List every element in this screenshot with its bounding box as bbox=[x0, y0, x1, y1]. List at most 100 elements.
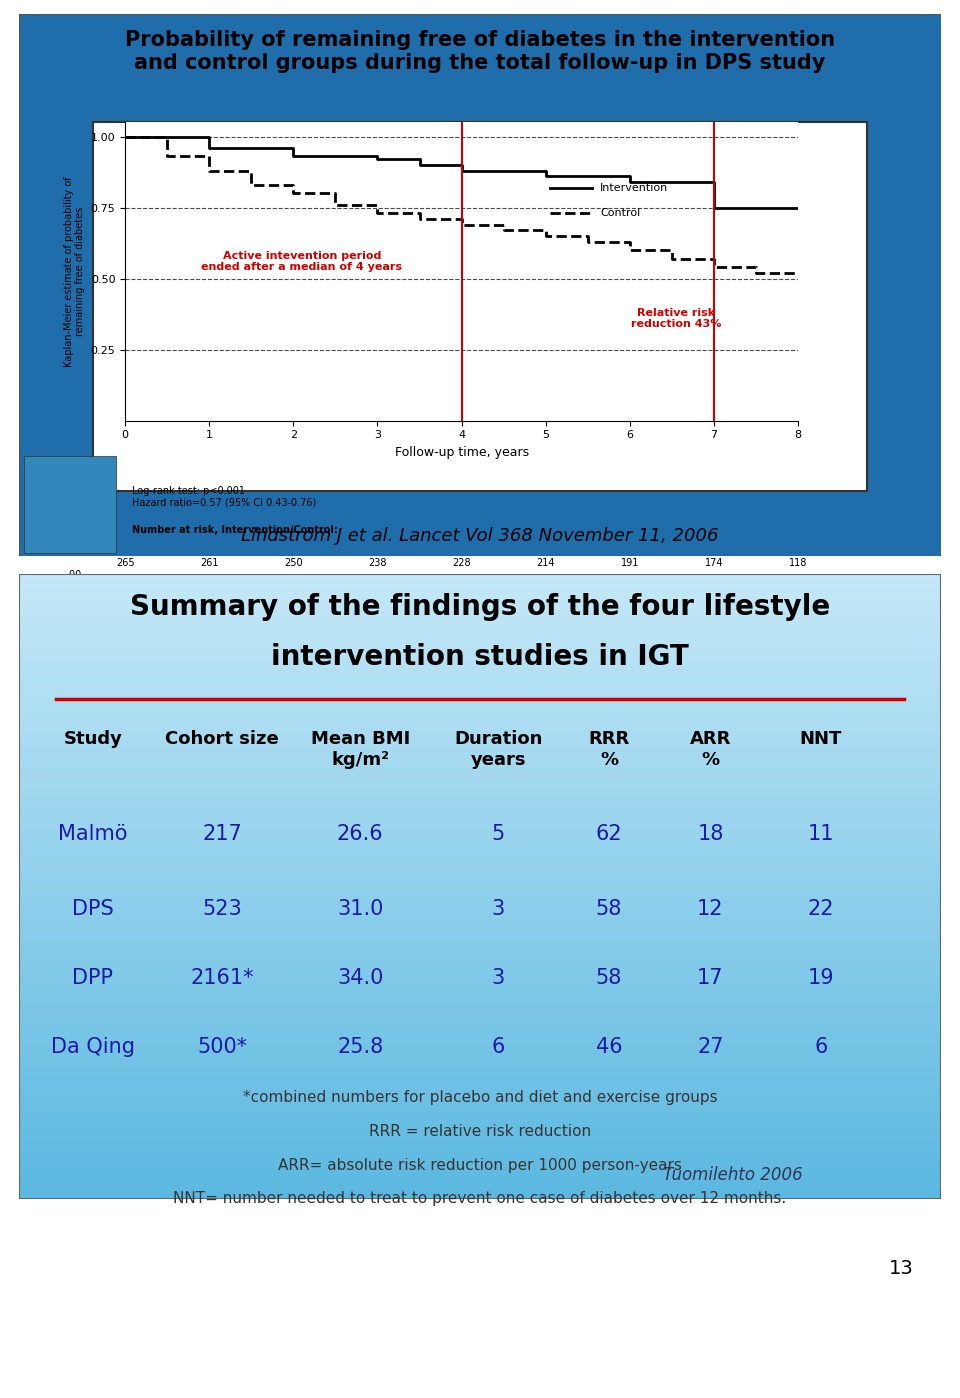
Bar bbox=[19, 965, 941, 970]
Bar bbox=[19, 793, 941, 798]
Text: Number at risk, Intervention/Control:: Number at risk, Intervention/Control: bbox=[132, 524, 338, 535]
Text: Study: Study bbox=[63, 730, 122, 748]
Bar bbox=[19, 804, 941, 808]
Bar bbox=[19, 1100, 941, 1106]
Bar bbox=[19, 808, 941, 814]
Bar bbox=[19, 1033, 941, 1037]
Bar bbox=[19, 766, 941, 772]
Text: 265: 265 bbox=[116, 558, 134, 568]
Bar bbox=[19, 1016, 941, 1022]
Text: NNT= number needed to treat to prevent one case of diabetes over 12 months.: NNT= number needed to treat to prevent o… bbox=[174, 1191, 786, 1206]
Bar bbox=[19, 787, 941, 793]
Bar bbox=[19, 651, 941, 657]
Bar bbox=[19, 626, 941, 632]
Text: RRR = relative risk reduction: RRR = relative risk reduction bbox=[369, 1124, 591, 1139]
Bar bbox=[19, 647, 941, 651]
Text: 27: 27 bbox=[697, 1037, 724, 1057]
Bar bbox=[19, 714, 941, 720]
Bar bbox=[19, 705, 941, 709]
Bar bbox=[19, 730, 941, 735]
Bar bbox=[19, 918, 941, 923]
Bar bbox=[19, 575, 941, 579]
Bar bbox=[19, 1048, 941, 1054]
Bar bbox=[19, 898, 941, 902]
Bar bbox=[19, 1007, 941, 1012]
Text: 22: 22 bbox=[807, 899, 834, 918]
Bar bbox=[19, 1121, 941, 1127]
Text: 31.0: 31.0 bbox=[337, 899, 383, 918]
Text: 118: 118 bbox=[789, 558, 807, 568]
Bar bbox=[19, 1043, 941, 1048]
Text: 214: 214 bbox=[537, 558, 555, 568]
Text: 12: 12 bbox=[697, 899, 724, 918]
Bar bbox=[19, 1194, 941, 1199]
Text: 238: 238 bbox=[369, 558, 387, 568]
Bar bbox=[19, 1001, 941, 1007]
Bar bbox=[19, 986, 941, 991]
Bar bbox=[19, 1188, 941, 1194]
Text: Active intevention period
ended after a median of 4 years: Active intevention period ended after a … bbox=[202, 250, 402, 273]
Bar bbox=[19, 1037, 941, 1043]
Text: Mean BMI
kg/m²: Mean BMI kg/m² bbox=[311, 730, 410, 769]
Bar bbox=[19, 819, 941, 823]
Bar bbox=[19, 615, 941, 621]
Text: 58: 58 bbox=[596, 967, 622, 988]
Text: 192: 192 bbox=[452, 582, 470, 591]
Bar bbox=[19, 1131, 941, 1137]
Bar bbox=[19, 1085, 941, 1090]
Bar bbox=[19, 886, 941, 892]
Bar bbox=[19, 605, 941, 611]
Bar bbox=[19, 1106, 941, 1111]
Text: ARR
%: ARR % bbox=[689, 730, 732, 769]
Bar bbox=[19, 720, 941, 726]
Bar bbox=[19, 907, 941, 913]
Bar bbox=[19, 684, 941, 689]
Bar bbox=[19, 861, 941, 865]
Bar bbox=[19, 621, 941, 626]
Bar bbox=[19, 1058, 941, 1064]
Bar bbox=[19, 976, 941, 980]
Bar bbox=[19, 913, 941, 918]
Text: 2161*: 2161* bbox=[190, 967, 253, 988]
Bar bbox=[19, 1022, 941, 1028]
Bar bbox=[19, 892, 941, 898]
Bar bbox=[19, 1079, 941, 1085]
Bar bbox=[19, 1158, 941, 1163]
Bar bbox=[19, 955, 941, 959]
Bar bbox=[19, 902, 941, 907]
Bar bbox=[19, 751, 941, 756]
Bar bbox=[19, 642, 941, 647]
Text: DPS: DPS bbox=[72, 899, 114, 918]
Bar bbox=[19, 693, 941, 699]
Bar bbox=[19, 856, 941, 861]
Bar bbox=[19, 735, 941, 741]
Bar bbox=[19, 865, 941, 871]
Bar bbox=[19, 980, 941, 986]
Bar bbox=[19, 741, 941, 747]
Bar bbox=[19, 1137, 941, 1142]
FancyBboxPatch shape bbox=[19, 14, 941, 556]
Text: Tuomilehto 2006: Tuomilehto 2006 bbox=[662, 1166, 803, 1184]
Text: Control: Control bbox=[600, 208, 640, 218]
Bar bbox=[19, 991, 941, 997]
Bar bbox=[19, 747, 941, 751]
Bar bbox=[19, 1111, 941, 1116]
Text: Intervention: Intervention bbox=[600, 183, 668, 193]
Bar bbox=[19, 590, 941, 594]
Bar bbox=[19, 772, 941, 777]
Text: 191: 191 bbox=[620, 558, 639, 568]
Bar bbox=[19, 1163, 941, 1169]
Bar bbox=[19, 1179, 941, 1184]
X-axis label: Follow-up time, years: Follow-up time, years bbox=[395, 446, 529, 459]
Bar bbox=[19, 594, 941, 600]
Bar bbox=[19, 678, 941, 684]
Text: 523: 523 bbox=[202, 899, 242, 918]
Bar bbox=[19, 1152, 941, 1158]
Bar bbox=[19, 756, 941, 762]
Bar bbox=[19, 923, 941, 928]
Text: 19: 19 bbox=[807, 967, 834, 988]
Bar bbox=[19, 1028, 941, 1033]
Bar bbox=[19, 579, 941, 584]
Bar bbox=[19, 1069, 941, 1074]
Bar bbox=[19, 1064, 941, 1069]
